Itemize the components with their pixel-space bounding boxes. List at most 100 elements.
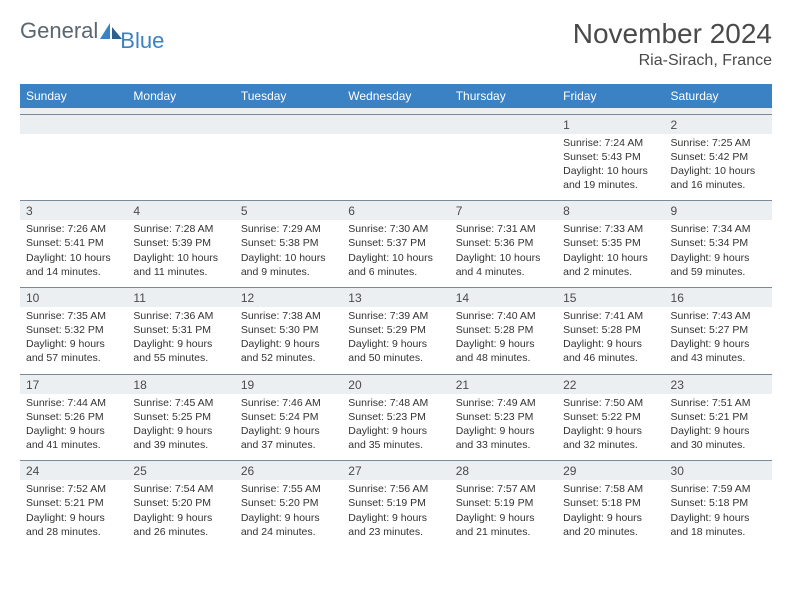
day-number-cell: 13	[342, 287, 449, 307]
logo-text-blue: Blue	[120, 28, 164, 54]
day-number-cell: 23	[665, 374, 772, 394]
daylight-text: Daylight: 9 hours	[348, 337, 443, 351]
daylight-text: and 28 minutes.	[26, 525, 121, 539]
day-number-cell: 22	[557, 374, 664, 394]
sunrise-text: Sunrise: 7:58 AM	[563, 482, 658, 496]
daylight-text: Daylight: 9 hours	[563, 511, 658, 525]
sunset-text: Sunset: 5:38 PM	[241, 236, 336, 250]
daylight-text: and 30 minutes.	[671, 438, 766, 452]
daylight-text: Daylight: 10 hours	[241, 251, 336, 265]
sunrise-text: Sunrise: 7:51 AM	[671, 396, 766, 410]
day-content-cell: Sunrise: 7:31 AMSunset: 5:36 PMDaylight:…	[450, 220, 557, 287]
day-content-row: Sunrise: 7:44 AMSunset: 5:26 PMDaylight:…	[20, 394, 772, 461]
daylight-text: and 43 minutes.	[671, 351, 766, 365]
sunrise-text: Sunrise: 7:25 AM	[671, 136, 766, 150]
daylight-text: Daylight: 10 hours	[348, 251, 443, 265]
sunrise-text: Sunrise: 7:57 AM	[456, 482, 551, 496]
day-content-row: Sunrise: 7:52 AMSunset: 5:21 PMDaylight:…	[20, 480, 772, 547]
sunset-text: Sunset: 5:20 PM	[241, 496, 336, 510]
day-content-cell: Sunrise: 7:29 AMSunset: 5:38 PMDaylight:…	[235, 220, 342, 287]
daylight-text: Daylight: 9 hours	[241, 337, 336, 351]
sunrise-text: Sunrise: 7:46 AM	[241, 396, 336, 410]
day-content-cell: Sunrise: 7:56 AMSunset: 5:19 PMDaylight:…	[342, 480, 449, 547]
day-number-cell: 11	[127, 287, 234, 307]
day-number-row: 12	[20, 114, 772, 134]
day-number-cell: 21	[450, 374, 557, 394]
sunrise-text: Sunrise: 7:54 AM	[133, 482, 228, 496]
day-number-cell: 3	[20, 201, 127, 221]
daylight-text: and 23 minutes.	[348, 525, 443, 539]
day-number-cell: 7	[450, 201, 557, 221]
day-number-cell: 2	[665, 114, 772, 134]
daylight-text: Daylight: 9 hours	[456, 511, 551, 525]
weekday-header-row: Sunday Monday Tuesday Wednesday Thursday…	[20, 84, 772, 108]
daylight-text: Daylight: 9 hours	[241, 424, 336, 438]
daylight-text: Daylight: 9 hours	[671, 424, 766, 438]
daylight-text: Daylight: 10 hours	[133, 251, 228, 265]
sunset-text: Sunset: 5:30 PM	[241, 323, 336, 337]
day-number-cell: 9	[665, 201, 772, 221]
header: General Blue November 2024 Ria-Sirach, F…	[20, 18, 772, 70]
sunset-text: Sunset: 5:23 PM	[348, 410, 443, 424]
daylight-text: Daylight: 9 hours	[563, 424, 658, 438]
sunrise-text: Sunrise: 7:59 AM	[671, 482, 766, 496]
day-content-cell: Sunrise: 7:51 AMSunset: 5:21 PMDaylight:…	[665, 394, 772, 461]
sunrise-text: Sunrise: 7:24 AM	[563, 136, 658, 150]
sunset-text: Sunset: 5:28 PM	[456, 323, 551, 337]
day-content-cell: Sunrise: 7:40 AMSunset: 5:28 PMDaylight:…	[450, 307, 557, 374]
day-number-cell: 30	[665, 461, 772, 481]
sunrise-text: Sunrise: 7:56 AM	[348, 482, 443, 496]
day-number-cell: 24	[20, 461, 127, 481]
daylight-text: Daylight: 10 hours	[563, 164, 658, 178]
day-number-cell: 25	[127, 461, 234, 481]
day-number-cell: 16	[665, 287, 772, 307]
day-content-cell: Sunrise: 7:46 AMSunset: 5:24 PMDaylight:…	[235, 394, 342, 461]
daylight-text: Daylight: 9 hours	[671, 337, 766, 351]
day-content-cell	[127, 134, 234, 201]
sunrise-text: Sunrise: 7:44 AM	[26, 396, 121, 410]
sunset-text: Sunset: 5:29 PM	[348, 323, 443, 337]
day-content-cell: Sunrise: 7:57 AMSunset: 5:19 PMDaylight:…	[450, 480, 557, 547]
logo-text-general: General	[20, 18, 98, 44]
weekday-header: Sunday	[20, 84, 127, 108]
day-number-row: 10111213141516	[20, 287, 772, 307]
sunrise-text: Sunrise: 7:43 AM	[671, 309, 766, 323]
daylight-text: and 33 minutes.	[456, 438, 551, 452]
day-content-cell: Sunrise: 7:33 AMSunset: 5:35 PMDaylight:…	[557, 220, 664, 287]
daylight-text: and 35 minutes.	[348, 438, 443, 452]
daylight-text: and 41 minutes.	[26, 438, 121, 452]
sunset-text: Sunset: 5:20 PM	[133, 496, 228, 510]
daylight-text: and 59 minutes.	[671, 265, 766, 279]
day-number-cell: 17	[20, 374, 127, 394]
sunrise-text: Sunrise: 7:36 AM	[133, 309, 228, 323]
weekday-header: Tuesday	[235, 84, 342, 108]
daylight-text: Daylight: 9 hours	[671, 251, 766, 265]
sunrise-text: Sunrise: 7:28 AM	[133, 222, 228, 236]
sunset-text: Sunset: 5:19 PM	[348, 496, 443, 510]
day-content-cell	[342, 134, 449, 201]
sunrise-text: Sunrise: 7:52 AM	[26, 482, 121, 496]
day-content-cell	[20, 134, 127, 201]
sunset-text: Sunset: 5:22 PM	[563, 410, 658, 424]
day-content-row: Sunrise: 7:26 AMSunset: 5:41 PMDaylight:…	[20, 220, 772, 287]
weekday-header: Saturday	[665, 84, 772, 108]
sunset-text: Sunset: 5:24 PM	[241, 410, 336, 424]
daylight-text: and 32 minutes.	[563, 438, 658, 452]
sunrise-text: Sunrise: 7:40 AM	[456, 309, 551, 323]
day-content-cell: Sunrise: 7:28 AMSunset: 5:39 PMDaylight:…	[127, 220, 234, 287]
title-block: November 2024 Ria-Sirach, France	[573, 18, 772, 70]
day-content-cell: Sunrise: 7:43 AMSunset: 5:27 PMDaylight:…	[665, 307, 772, 374]
daylight-text: and 46 minutes.	[563, 351, 658, 365]
daylight-text: and 20 minutes.	[563, 525, 658, 539]
day-content-cell: Sunrise: 7:54 AMSunset: 5:20 PMDaylight:…	[127, 480, 234, 547]
daylight-text: Daylight: 9 hours	[671, 511, 766, 525]
daylight-text: and 37 minutes.	[241, 438, 336, 452]
daylight-text: Daylight: 9 hours	[26, 424, 121, 438]
day-number-cell: 27	[342, 461, 449, 481]
day-number-cell	[20, 114, 127, 134]
day-number-cell: 20	[342, 374, 449, 394]
sunset-text: Sunset: 5:23 PM	[456, 410, 551, 424]
day-number-cell: 26	[235, 461, 342, 481]
day-number-cell: 8	[557, 201, 664, 221]
day-number-cell: 6	[342, 201, 449, 221]
